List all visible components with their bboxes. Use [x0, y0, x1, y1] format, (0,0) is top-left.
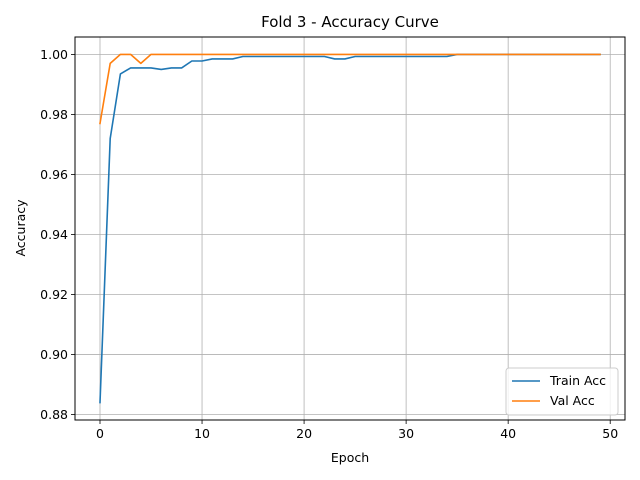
series-lines [99, 53, 601, 404]
series-line-val-acc [99, 53, 601, 125]
y-tick-label: 0.98 [40, 107, 68, 122]
y-tick-label: 0.92 [40, 287, 68, 302]
plot-frame [74, 36, 626, 421]
y-axis-label: Accuracy [13, 199, 28, 257]
legend-label-val-acc: Val Acc [550, 393, 595, 408]
legend: Train Acc Val Acc [505, 367, 619, 416]
x-tick-label: 20 [296, 426, 312, 441]
legend-box [505, 367, 619, 416]
y-tick-label: 0.88 [40, 407, 68, 422]
legend-label-train-acc: Train Acc [549, 373, 606, 388]
series-line-train-acc [99, 53, 601, 404]
x-axis-label: Epoch [331, 450, 369, 465]
axis-ticks: 0 10 20 30 40 50 0.88 0.90 0.92 0.94 0.96 0.98 1.00 [40, 47, 618, 441]
x-tick-label: 0 [96, 426, 104, 441]
x-tick-label: 40 [500, 426, 516, 441]
x-tick-label: 50 [602, 426, 618, 441]
y-tick-label: 0.96 [40, 167, 68, 182]
y-tick-label: 0.90 [40, 347, 68, 362]
x-tick-label: 30 [398, 426, 414, 441]
y-tick-label: 0.94 [40, 227, 68, 242]
y-tick-label: 1.00 [40, 47, 68, 62]
grid [75, 37, 625, 420]
chart-title: Fold 3 - Accuracy Curve [261, 13, 439, 31]
x-tick-label: 10 [194, 426, 210, 441]
